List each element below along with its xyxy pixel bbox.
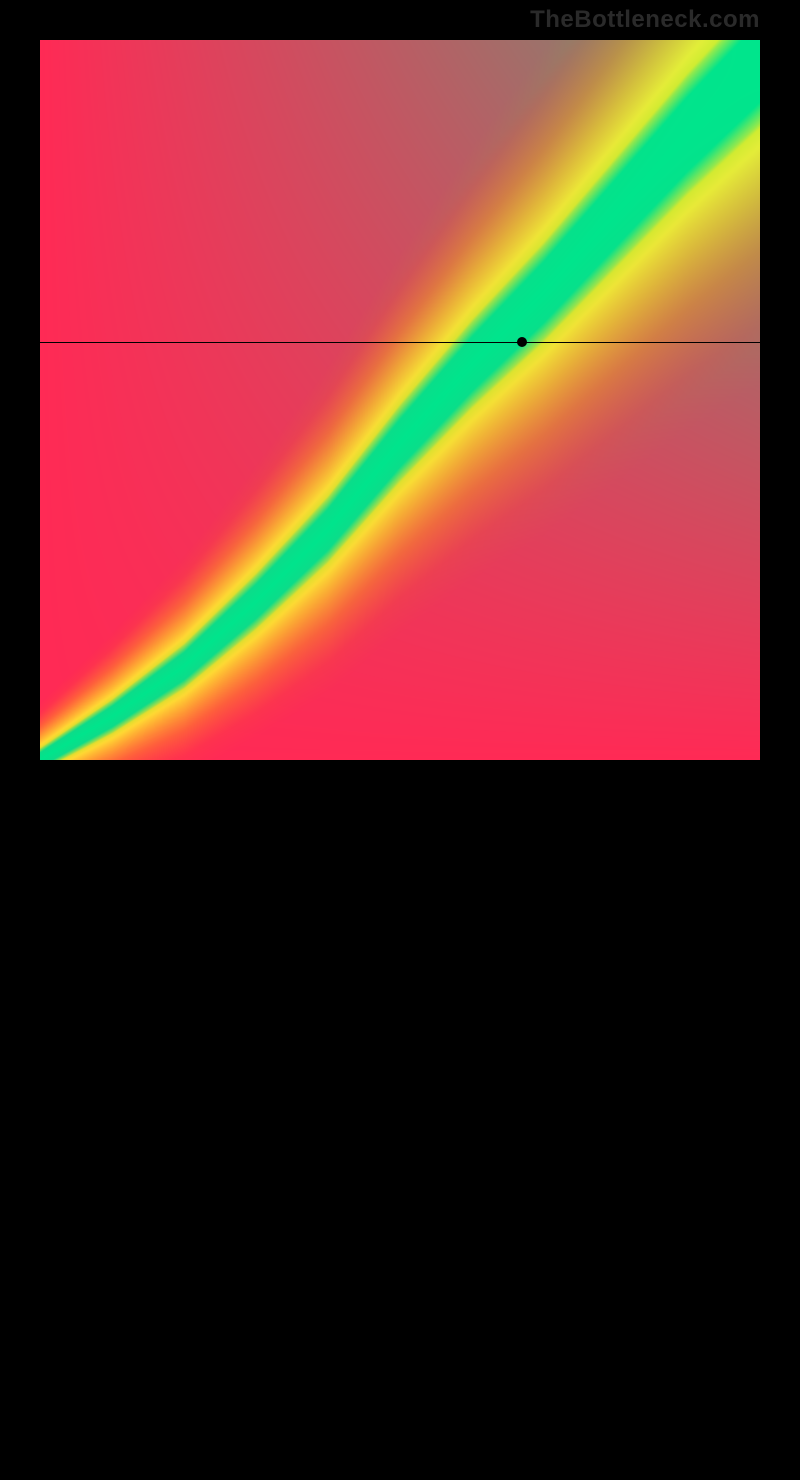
- crosshair-horizontal: [40, 342, 760, 343]
- heatmap-canvas: [40, 40, 760, 760]
- crosshair-vertical: [522, 760, 523, 1480]
- bottleneck-heatmap: [40, 40, 760, 760]
- watermark-text: TheBottleneck.com: [530, 6, 760, 34]
- crosshair-marker: [517, 337, 527, 347]
